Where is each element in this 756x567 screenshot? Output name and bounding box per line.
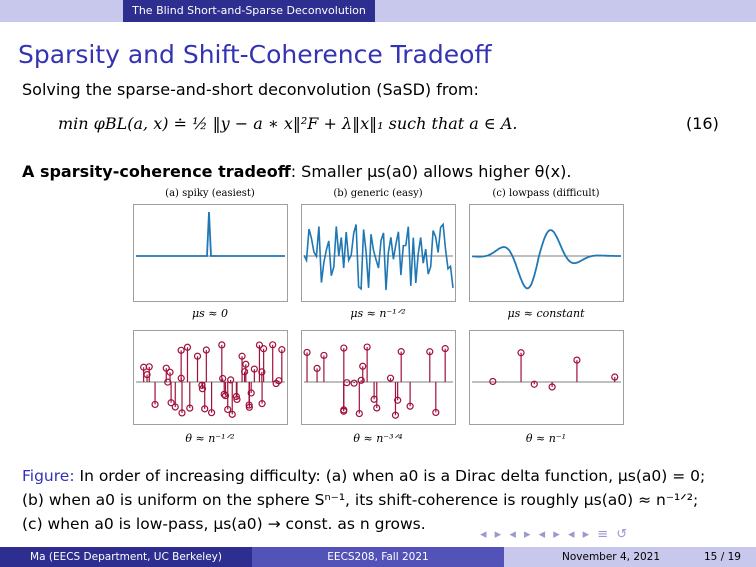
stem-marker <box>143 370 151 379</box>
footer-bar: Ma (EECS Department, UC Berkeley) EECS20… <box>0 547 756 567</box>
stem-marker <box>548 383 556 391</box>
panel-a-stems <box>133 330 288 425</box>
footer-page: 15 / 19 <box>704 551 741 563</box>
stem-marker <box>432 408 440 417</box>
panel-b-mu: μs ≈ n⁻¹ᐟ² <box>350 307 406 320</box>
stem-marker <box>219 374 227 383</box>
footer-author: Ma (EECS Department, UC Berkeley) <box>0 547 252 567</box>
stem-marker <box>320 351 328 360</box>
stem-marker <box>394 396 402 404</box>
footer-date: November 4, 2021 <box>562 551 661 563</box>
footer-right: November 4, 2021 15 / 19 <box>504 547 756 567</box>
panel-a-signal <box>133 204 288 302</box>
stem-marker <box>269 341 277 349</box>
tradeoff-bold: A sparsity-coherence tradeoff <box>22 162 291 181</box>
stem-marker <box>193 352 202 360</box>
panel-a-label: (a) spiky (easiest) <box>165 188 255 199</box>
beamer-nav-icons[interactable]: ◂ ▸ ◂ ▸ ◂ ▸ ◂ ▸ ≡ ↺ <box>480 527 630 542</box>
panel-b-signal <box>301 204 456 302</box>
stem-marker <box>207 409 216 417</box>
equation: min φBL(a, x) ≐ ½ ‖y − a ∗ x‖²F + λ‖x‖₁ … <box>58 114 518 133</box>
tradeoff-rest: : Smaller μs(a0) allows higher θ(x). <box>290 162 572 181</box>
stem-marker <box>201 405 209 413</box>
stem-marker <box>313 364 321 372</box>
stem-marker <box>426 348 434 356</box>
slide-title: Sparsity and Shift-Coherence Tradeoff <box>18 40 492 69</box>
stem-marker <box>183 343 192 351</box>
stem-marker <box>359 362 367 370</box>
stem-marker <box>370 395 378 403</box>
stem-marker <box>228 410 236 418</box>
header-bar: The Blind Short-and-Sparse Deconvolution <box>0 0 756 22</box>
stem-marker <box>489 377 497 386</box>
stem-marker <box>247 389 255 397</box>
panel-c-signal <box>469 204 624 302</box>
stem-marker <box>232 392 240 401</box>
stem-marker <box>573 356 581 364</box>
stem-marker <box>151 400 159 409</box>
stem-marker <box>258 400 266 408</box>
stem-marker <box>357 376 365 384</box>
stem-marker <box>220 390 228 398</box>
stem-marker <box>250 365 258 373</box>
stem-marker <box>397 348 405 356</box>
stem-marker <box>441 345 449 353</box>
panel-c-label: (c) lowpass (difficult) <box>492 188 600 199</box>
stem-marker <box>227 376 235 384</box>
stem-marker <box>355 409 363 418</box>
stem-marker <box>530 380 538 388</box>
stem-marker <box>177 374 185 382</box>
equation-number: (16) <box>686 114 719 133</box>
stem-marker <box>166 368 174 376</box>
panel-c-mu: μs ≈ constant <box>507 307 585 320</box>
figure-caption: Figure: In order of increasing difficult… <box>22 464 722 536</box>
panel-b-label: (b) generic (easy) <box>333 188 423 199</box>
stem-marker <box>611 373 619 381</box>
stem-marker <box>178 409 186 417</box>
stem-marker <box>177 346 185 354</box>
stem-marker <box>198 385 207 393</box>
stem-marker <box>260 345 268 353</box>
stem-marker <box>517 349 525 357</box>
stem-marker <box>406 402 414 410</box>
stem-marker <box>186 404 194 412</box>
stem-marker <box>258 368 266 376</box>
stem-marker <box>255 341 264 349</box>
stem-marker <box>145 363 153 371</box>
stem-marker <box>386 374 395 382</box>
stem-marker <box>303 348 311 357</box>
stem-marker <box>218 341 226 349</box>
tradeoff-line: A sparsity-coherence tradeoff: Smaller μ… <box>22 162 571 181</box>
stem-marker <box>373 404 381 412</box>
stem-marker <box>224 405 232 414</box>
panel-b-stems <box>301 330 456 425</box>
panel-c-theta: θ ≈ n⁻¹ <box>525 432 567 445</box>
panel-a-theta: θ ≈ n⁻¹ᐟ² <box>185 432 235 445</box>
stem-marker <box>221 392 230 400</box>
panel-b-theta: θ ≈ n⁻³ᐟ⁴ <box>353 432 403 445</box>
section-title[interactable]: The Blind Short-and-Sparse Deconvolution <box>123 0 375 22</box>
stem-marker <box>245 403 253 411</box>
stem-marker <box>340 344 348 352</box>
stem-marker <box>167 399 175 407</box>
intro-text: Solving the sparse-and-short deconvoluti… <box>22 80 479 99</box>
caption-label: Figure: <box>22 467 75 485</box>
panel-c-stems <box>469 330 624 425</box>
stem-marker <box>242 360 250 368</box>
stem-marker <box>391 411 400 419</box>
panel-a-mu: μs ≈ 0 <box>191 307 228 320</box>
stem-marker <box>238 352 246 360</box>
stem-marker <box>202 346 210 354</box>
stem-marker <box>363 343 371 351</box>
stem-marker <box>278 346 286 354</box>
footer-course: EECS208, Fall 2021 <box>252 547 504 567</box>
stem-marker <box>162 364 170 372</box>
stem-marker <box>171 403 179 411</box>
stem-marker <box>340 407 348 415</box>
caption-text: In order of increasing difficulty: (a) w… <box>22 467 706 533</box>
stem-marker <box>350 379 358 387</box>
stem-marker <box>164 378 172 386</box>
